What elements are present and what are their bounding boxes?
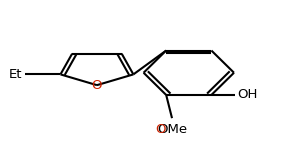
- Text: OH: OH: [238, 89, 258, 102]
- Text: O: O: [92, 79, 102, 92]
- Text: OMe: OMe: [157, 123, 187, 136]
- Text: Et: Et: [9, 68, 23, 81]
- Text: O: O: [156, 123, 166, 136]
